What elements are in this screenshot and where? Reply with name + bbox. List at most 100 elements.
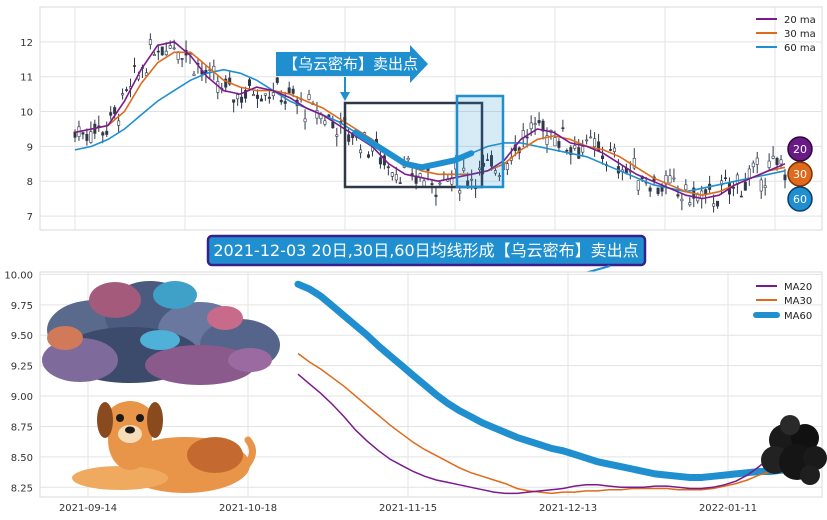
candle-body: [394, 174, 398, 181]
candle-body: [89, 131, 93, 143]
candle-body: [585, 139, 589, 142]
badge-60: [787, 186, 813, 212]
dark-cloud-icon: [761, 415, 827, 485]
candle-body: [398, 182, 402, 184]
candle-body: [331, 121, 335, 129]
bottom-y-axis: 8.25 8.50 8.75 9.00 9.25 9.50 9.75 10.00: [4, 270, 33, 494]
candle-body: [172, 47, 176, 50]
candle-body: [545, 135, 549, 145]
candle-body: [751, 162, 755, 168]
bottom-y-tick-label: 9.25: [11, 362, 33, 373]
candle-body: [537, 120, 541, 124]
top-ma30-line: [74, 51, 786, 197]
storm-cloud-icon: [42, 281, 280, 385]
candle-body: [438, 182, 442, 185]
candle-body: [152, 54, 156, 56]
candle-body: [125, 89, 129, 91]
legend-MA20: MA20: [784, 282, 812, 293]
candle-body: [367, 154, 371, 158]
candle-body: [743, 181, 747, 191]
candle-body: [668, 175, 672, 184]
bottom-x-tick-label: 2022-01-11: [699, 503, 757, 514]
candle-body: [287, 87, 291, 94]
legend-ma30: 30 ma: [784, 29, 816, 40]
ma-badges: 20 30 60: [787, 136, 813, 212]
top-ma60-highlight: [352, 129, 475, 171]
candle-body: [347, 134, 351, 142]
candle-body: [255, 94, 259, 99]
candle-body: [557, 141, 561, 148]
sell-point-box: [455, 94, 505, 189]
candle-body: [271, 92, 275, 97]
candle-body: [117, 120, 121, 126]
candle-body: [180, 58, 184, 60]
candle-body: [462, 167, 466, 171]
candle-body: [466, 180, 470, 186]
candle-body: [608, 149, 612, 151]
bottom-x-tick-label: 2021-12-13: [539, 503, 597, 514]
candle-body: [680, 198, 684, 202]
candle-body: [307, 94, 311, 100]
candle-body: [486, 159, 490, 161]
candle-body: [232, 99, 236, 103]
bottom-ma30-line: [297, 352, 783, 495]
bottom-x-tick-label: 2021-10-18: [219, 503, 277, 514]
top-y-tick-label: 9: [27, 142, 33, 153]
candle-body: [755, 157, 759, 165]
candle-body: [573, 145, 577, 149]
candle-body: [601, 155, 605, 160]
bottom-y-tick-label: 9.75: [11, 301, 33, 312]
candle-body: [771, 155, 775, 159]
candle-body: [335, 134, 339, 137]
candle-body: [747, 168, 751, 179]
candle-body: [577, 147, 581, 159]
candle-body: [636, 180, 640, 191]
candle-body: [672, 177, 676, 180]
top-chart-panel: 7 8 9 10 11 12 【乌云密布】卖出点 20 ma 30 ma 60 ma 20: [20, 6, 823, 231]
bottom-y-tick-label: 9.00: [11, 392, 33, 403]
candle-body: [359, 149, 363, 154]
candle-body: [224, 78, 228, 88]
consolidation-box: [343, 101, 484, 189]
candle-body: [259, 98, 263, 102]
candle-body: [121, 93, 125, 96]
candle-body: [132, 65, 136, 67]
candle-body: [422, 180, 426, 187]
candle-body: [240, 96, 244, 103]
candle-body: [406, 157, 410, 161]
candle-body: [263, 93, 267, 96]
candle-body: [323, 120, 327, 125]
candle-body: [553, 137, 557, 147]
candle-body: [569, 147, 573, 155]
bottom-chart-panel: 8.25 8.50 8.75 9.00 9.25 9.50 9.75 10.00 2021-0…: [4, 270, 827, 514]
bottom-y-tick-label: 10.00: [4, 270, 33, 281]
candle-body: [525, 136, 529, 139]
candle-body: [160, 46, 164, 56]
candle-body: [291, 88, 295, 94]
candle-body: [632, 158, 636, 169]
badge-60-label: 60: [793, 193, 807, 206]
candle-body: [529, 122, 533, 130]
candle-body: [648, 187, 652, 192]
candle-body: [458, 190, 462, 194]
candle-body: [113, 107, 117, 115]
candle-body: [85, 133, 89, 141]
candle-body: [581, 146, 585, 153]
callout-text: 【乌云密布】卖出点: [283, 55, 418, 73]
candle-body: [81, 132, 85, 135]
candle-body: [676, 194, 680, 197]
title-banner: 2021-12-03 20日,30日,60日均线形成【乌云密布】卖出点: [206, 234, 647, 284]
candle-body: [593, 138, 597, 148]
bottom-y-tick-label: 8.50: [11, 453, 33, 464]
candle-body: [105, 130, 109, 135]
top-y-tick-label: 7: [27, 212, 33, 223]
candle-body: [430, 183, 434, 185]
candle-body: [779, 159, 783, 165]
candle-body: [724, 177, 728, 180]
candle-body: [168, 45, 172, 49]
candle-body: [505, 163, 509, 170]
candle-body: [493, 170, 497, 174]
candle-body: [612, 147, 616, 152]
candle-body: [783, 174, 787, 181]
